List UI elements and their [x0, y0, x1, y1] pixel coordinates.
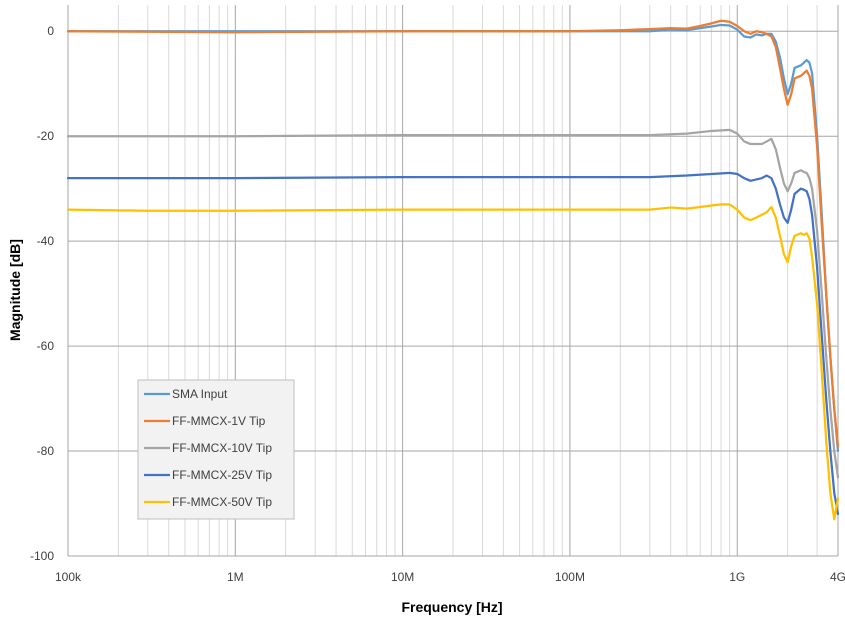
minor-grid — [117, 5, 839, 556]
series-line-1 — [66, 23, 840, 453]
series-line-3 — [66, 128, 840, 479]
series-line-4 — [66, 171, 840, 516]
legend-label: FF-MMCX-25V Tip — [172, 468, 272, 482]
y-axis-title: Magnitude [dB] — [7, 239, 23, 341]
x-tick-labels: 100k 1M 10M 100M 1G 4G — [55, 570, 845, 584]
y-tick-label: -40 — [37, 234, 55, 248]
y-tick-label: -80 — [37, 444, 55, 458]
series-line-5 — [66, 203, 840, 521]
y-tick-label: -100 — [30, 549, 54, 563]
y-tick-label: 0 — [47, 24, 54, 38]
x-tick-label: 100k — [55, 570, 82, 584]
legend-label: FF-MMCX-50V Tip — [172, 495, 272, 509]
legend-label: FF-MMCX-1V Tip — [172, 414, 266, 428]
y-tick-label: -20 — [37, 129, 55, 143]
x-tick-label: 10M — [391, 570, 414, 584]
x-tick-label: 4G — [830, 570, 845, 584]
y-tick-label: -60 — [37, 339, 55, 353]
x-tick-label: 1M — [227, 570, 244, 584]
legend: SMA Input FF-MMCX-1V Tip FF-MMCX-10V Tip FF… — [137, 379, 295, 520]
legend-label: SMA Input — [172, 387, 228, 401]
x-axis-title: Frequency [Hz] — [401, 599, 502, 615]
x-tick-label: 1G — [729, 570, 745, 584]
x-tick-label: 100M — [555, 570, 585, 584]
legend-label: FF-MMCX-10V Tip — [172, 441, 272, 455]
series-line-2 — [66, 19, 840, 447]
y-tick-labels: 0 -20 -40 -60 -80 -100 — [30, 24, 54, 563]
series-layer — [66, 19, 840, 521]
legend-box — [137, 379, 295, 520]
